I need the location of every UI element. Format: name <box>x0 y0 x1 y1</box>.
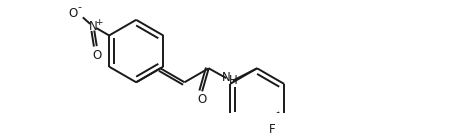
Text: N: N <box>89 20 98 33</box>
Text: -: - <box>78 2 82 12</box>
Text: H: H <box>228 74 237 87</box>
Text: F: F <box>269 123 275 136</box>
Text: +: + <box>95 18 103 27</box>
Text: O: O <box>198 93 207 106</box>
Text: O: O <box>92 50 101 62</box>
Text: O: O <box>68 7 78 20</box>
Text: N: N <box>222 71 231 84</box>
